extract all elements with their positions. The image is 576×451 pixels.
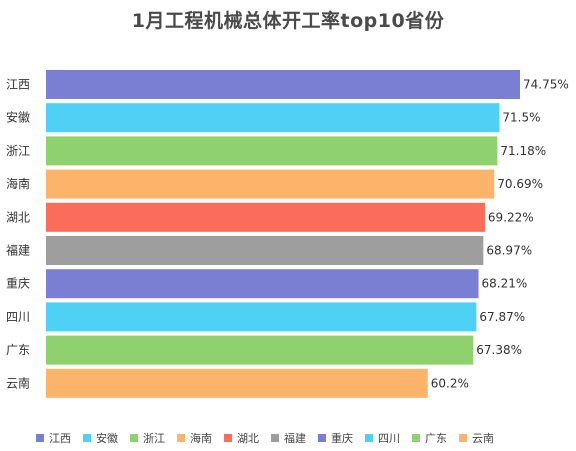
category-label: 海南 [6,176,30,191]
category-label: 广东 [6,343,30,357]
category-label: 安徽 [6,110,30,125]
value-label: 67.87% [479,310,525,324]
legend-label: 安徽 [96,432,118,445]
bar [46,70,520,99]
value-label: 60.2% [431,376,469,390]
chart-title: 1月工程机械总体开工率top10省份 [131,10,445,32]
category-label: 浙江 [6,144,30,158]
category-label: 江西 [6,78,30,92]
value-label: 70.69% [497,177,543,191]
value-label: 74.75% [523,78,569,92]
category-label: 重庆 [6,277,30,291]
legend-swatch [130,434,138,442]
legend-item: 福建 [271,430,306,446]
legend-item: 云南 [459,430,494,446]
category-label: 云南 [6,375,30,390]
legend-swatch [412,434,420,442]
legend-label: 云南 [472,432,494,445]
legend-item: 广东 [412,430,447,446]
value-label: 67.38% [476,343,522,357]
legend-item: 四川 [365,430,400,446]
legend-swatch [318,434,326,442]
legend-label: 江西 [49,432,71,445]
legend-item: 浙江 [130,430,165,446]
legend-swatch [271,434,279,442]
chart-legend: 江西 安徽 浙江 海南 湖北 福建 重庆 四川 广东 云南 [36,430,494,446]
legend-swatch [36,434,44,442]
legend-swatch [83,434,91,442]
bar [46,368,428,398]
legend-label: 海南 [190,432,212,445]
bar [46,269,479,299]
legend-item: 江西 [36,430,71,446]
legend-label: 广东 [425,432,447,445]
bar [46,202,485,232]
value-label: 71.18% [500,144,546,158]
bar [46,236,484,265]
bar [46,302,477,332]
legend-swatch [177,434,185,442]
legend-label: 福建 [284,432,306,445]
legend-swatch [459,434,467,442]
legend-item: 湖北 [224,430,259,446]
legend-item: 重庆 [318,430,353,446]
bar [46,169,495,199]
legend-swatch [224,434,232,442]
value-label: 68.21% [482,277,528,291]
category-label: 四川 [6,310,30,324]
legend-swatch [365,434,373,442]
legend-item: 海南 [177,430,212,446]
bar [46,103,500,133]
legend-label: 四川 [378,432,400,445]
bar [46,335,474,365]
value-label: 69.22% [488,210,534,224]
bar [46,136,498,166]
value-label: 68.97% [486,244,532,258]
category-label: 湖北 [6,209,30,224]
legend-label: 重庆 [331,432,353,445]
legend-item: 安徽 [83,430,118,446]
value-label: 71.5% [502,111,540,125]
legend-label: 浙江 [143,432,165,445]
category-label: 福建 [6,243,30,258]
legend-label: 湖北 [237,432,259,445]
